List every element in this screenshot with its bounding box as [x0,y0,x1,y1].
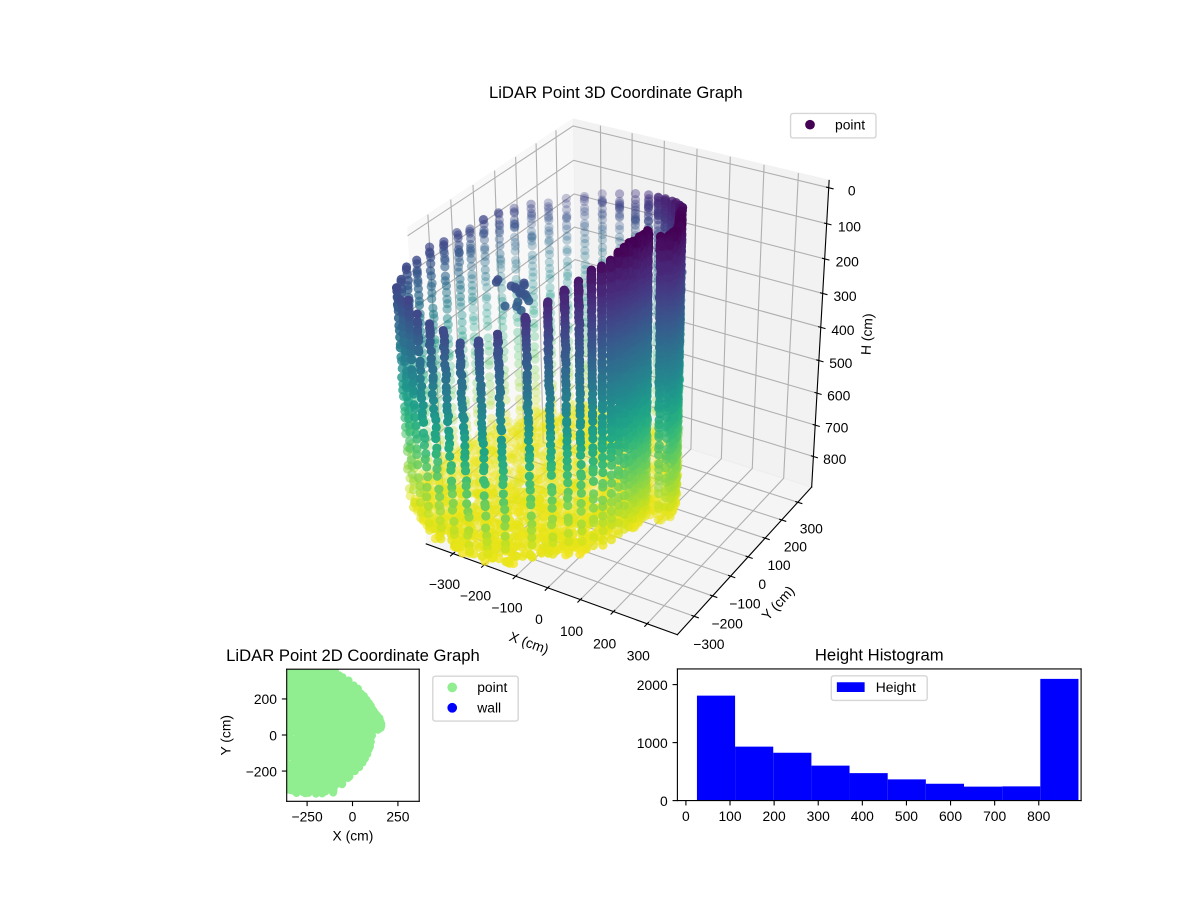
svg-text:300: 300 [807,808,830,824]
svg-text:600: 600 [827,388,850,404]
svg-text:100: 100 [838,219,861,235]
svg-text:100: 100 [560,623,583,639]
svg-text:300: 300 [800,521,823,537]
svg-text:Y (cm): Y (cm) [217,715,233,756]
svg-text:200: 200 [836,254,859,270]
svg-text:400: 400 [851,808,874,824]
svg-text:point: point [835,117,865,133]
svg-text:100: 100 [718,808,741,824]
svg-text:400: 400 [831,322,854,338]
svg-text:2000: 2000 [637,677,668,693]
svg-text:−200: −200 [460,588,492,604]
svg-text:200: 200 [763,808,786,824]
svg-text:−300: −300 [693,636,725,652]
svg-text:300: 300 [833,288,856,304]
svg-text:200: 200 [254,691,277,707]
svg-text:0: 0 [660,793,668,809]
svg-text:700: 700 [983,808,1006,824]
svg-text:250: 250 [386,809,409,825]
svg-text:−200: −200 [246,763,278,779]
svg-text:−100: −100 [491,599,523,615]
svg-text:0: 0 [349,809,357,825]
svg-text:H (cm): H (cm) [858,313,876,355]
svg-text:1000: 1000 [637,735,668,751]
svg-text:0: 0 [535,611,543,627]
svg-text:200: 200 [593,635,616,651]
svg-text:800: 800 [1027,808,1050,824]
svg-text:300: 300 [627,648,650,664]
svg-text:LiDAR Point 3D Coordinate Grap: LiDAR Point 3D Coordinate Graph [489,83,743,102]
svg-text:0: 0 [758,576,766,592]
svg-text:700: 700 [825,420,848,436]
svg-text:500: 500 [829,355,852,371]
svg-text:600: 600 [939,808,962,824]
svg-text:0: 0 [848,183,856,199]
svg-text:LiDAR Point 2D Coordinate Grap: LiDAR Point 2D Coordinate Graph [226,646,480,665]
svg-text:Height Histogram: Height Histogram [815,646,944,665]
svg-text:100: 100 [767,557,790,573]
svg-text:0: 0 [269,727,277,743]
svg-text:−200: −200 [712,616,744,632]
svg-text:−300: −300 [429,576,461,592]
svg-text:−100: −100 [729,596,761,612]
svg-text:0: 0 [682,808,690,824]
svg-text:Height: Height [876,679,916,695]
svg-text:500: 500 [895,808,918,824]
svg-text:point: point [477,679,507,695]
svg-text:800: 800 [823,451,846,467]
svg-text:−250: −250 [291,809,323,825]
svg-text:wall: wall [476,700,501,716]
svg-text:X (cm): X (cm) [333,828,374,844]
svg-text:200: 200 [784,539,807,555]
